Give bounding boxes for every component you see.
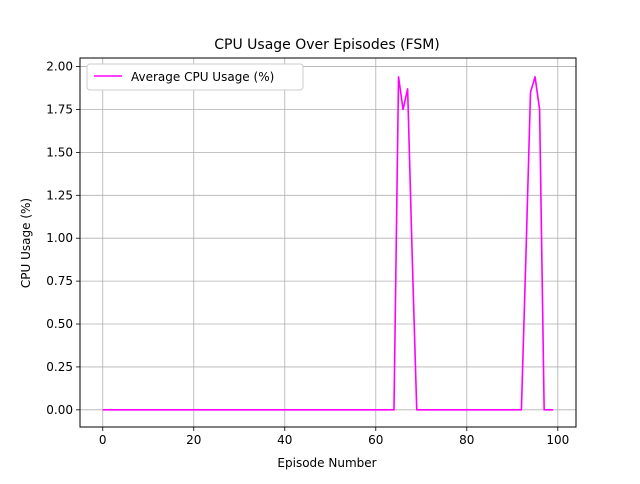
chart-title: CPU Usage Over Episodes (FSM): [214, 37, 440, 53]
x-tick-label: 80: [459, 433, 474, 447]
legend-label: Average CPU Usage (%): [131, 70, 274, 84]
series-layer: [102, 76, 554, 411]
x-axis-label: Episode Number: [277, 456, 376, 470]
series-line-average-cpu-usage: [102, 76, 554, 411]
y-tick-label: 1.75: [46, 102, 73, 116]
legend: Average CPU Usage (%): [86, 63, 304, 91]
x-tick-label: 60: [368, 433, 383, 447]
y-axis-label: CPU Usage (%): [19, 198, 33, 288]
grid-lines: [80, 58, 576, 427]
tick-layer: 0 20 40 60 80 100 0.00 0.25 0.50 0.75 1.00 1.25 1.50…: [46, 60, 569, 447]
y-tick-label: 0.00: [46, 403, 73, 417]
x-tick-label: 20: [186, 433, 201, 447]
y-tick-label: 1.25: [46, 188, 73, 202]
y-tick-label: 0.50: [46, 317, 73, 331]
plot-frame: [79, 57, 577, 428]
x-tick-label: 100: [546, 433, 569, 447]
y-tick-label: 0.25: [46, 360, 73, 374]
y-tick-label: 1.00: [46, 231, 73, 245]
y-tick-label: 0.75: [46, 274, 73, 288]
y-tick-label: 1.50: [46, 145, 73, 159]
x-tick-label: 40: [277, 433, 292, 447]
y-tick-label: 2.00: [46, 60, 73, 74]
x-tick-label: 0: [99, 433, 107, 447]
legend-box: [86, 63, 304, 91]
